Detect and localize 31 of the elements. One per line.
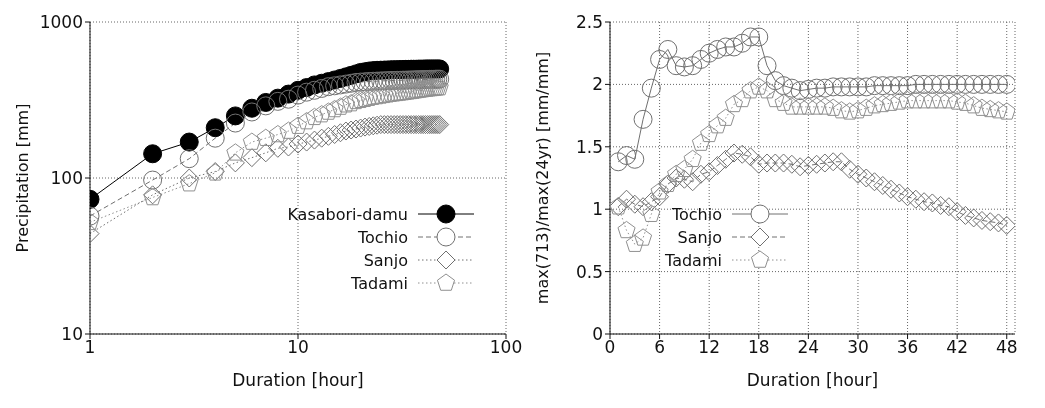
x-axis-title: Duration [hour] — [746, 370, 879, 390]
y-tick-label: 1 — [592, 199, 603, 220]
y-tick-label: 1000 — [39, 12, 83, 33]
x-tick-label: 1 — [84, 337, 96, 358]
x-tick-label: 12 — [698, 337, 720, 358]
x-tick-label: 24 — [797, 337, 820, 358]
y-axis-title: Precipitation [mm] — [12, 103, 32, 253]
x-tick-label: 18 — [747, 337, 770, 358]
y-tick-label: 0.5 — [575, 261, 603, 282]
legend-label: Tadami — [665, 250, 722, 270]
y-tick-label: 1.5 — [575, 136, 603, 157]
y-tick-label: 2.5 — [575, 12, 603, 33]
x-tick-label: 30 — [847, 337, 869, 358]
x-tick-label: 48 — [995, 337, 1018, 358]
x-tick-label: 42 — [946, 337, 968, 358]
y-axis-title: max(713)/max(24yr) [mm/mm] — [532, 51, 552, 305]
y-tick-label: 2 — [592, 74, 603, 95]
legend-label: Sanjo — [677, 227, 722, 247]
x-tick-label: 36 — [896, 337, 919, 358]
legend-label: Kasabori-damu — [287, 204, 408, 224]
x-tick-label: 6 — [654, 337, 666, 358]
x-tick-label: 100 — [489, 337, 523, 358]
y-tick-label: 100 — [50, 168, 83, 189]
legend-label: Sanjo — [363, 250, 408, 270]
y-tick-label: 0 — [592, 324, 603, 345]
legend-label: Tochio — [671, 204, 722, 224]
x-axis-title: Duration [hour] — [232, 370, 364, 390]
y-tick-label: 10 — [61, 324, 83, 345]
x-tick-label: 10 — [287, 337, 309, 358]
legend-label: Tadami — [351, 273, 408, 293]
legend-label: Tochio — [357, 227, 408, 247]
